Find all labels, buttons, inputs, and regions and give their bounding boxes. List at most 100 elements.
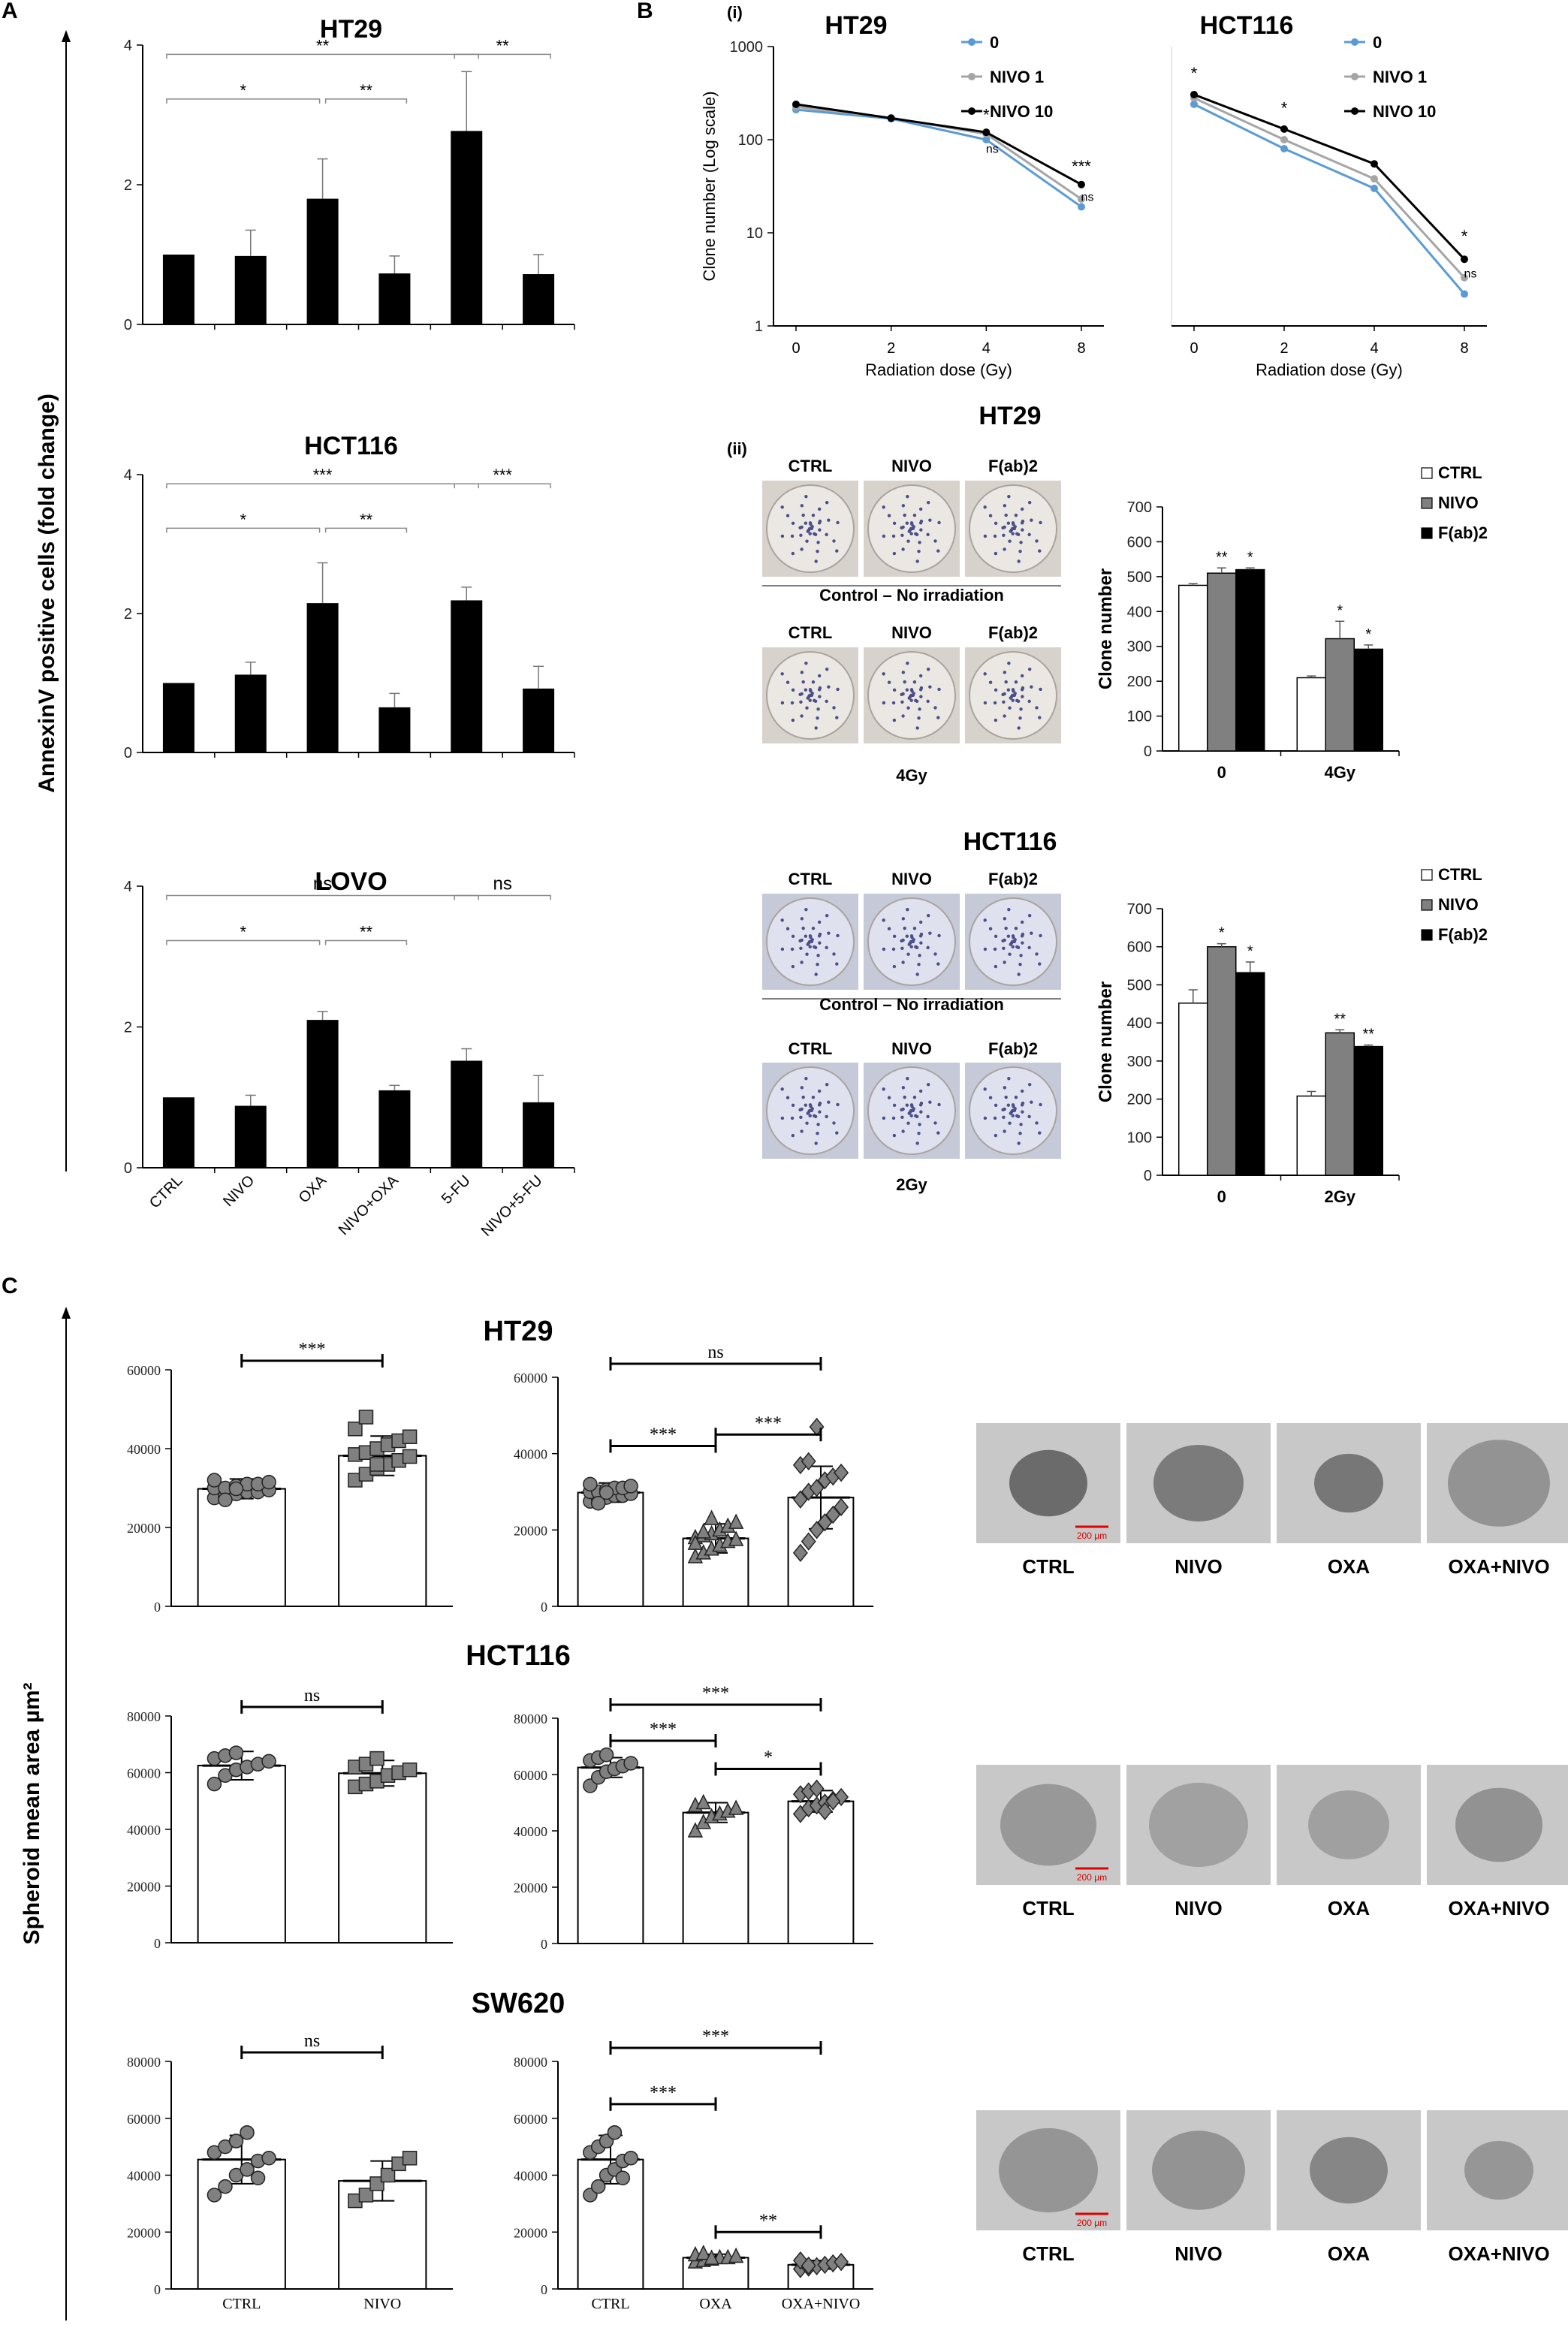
colony-dot (917, 716, 921, 720)
colony-dot (816, 1132, 819, 1135)
spheroid-label: OXA+NIVO (1448, 1555, 1549, 1578)
colony-dot (983, 505, 987, 509)
colony-dot (1001, 1108, 1005, 1112)
colony-dot (1016, 945, 1021, 949)
spheroid-label: OXA (1328, 2242, 1370, 2265)
colony-dot (810, 526, 814, 531)
colony-dot (1039, 933, 1042, 938)
colony-dot (915, 1114, 919, 1118)
colony-dot (1021, 695, 1024, 698)
colony-dot (786, 1096, 790, 1099)
y-tick-label: 80000 (514, 2055, 547, 2070)
chart-C2: 0 20000 40000 60000 *** *** ns (514, 1343, 873, 1615)
bar (1353, 648, 1383, 752)
well-label: NIVO (891, 457, 932, 475)
colony-dot (892, 964, 897, 969)
colony-dot (994, 1133, 998, 1138)
colony-dot (901, 1086, 906, 1090)
spheroid (1152, 2130, 1245, 2210)
colony-dot (993, 701, 997, 705)
colony-dot (1020, 507, 1024, 511)
colony-dot (814, 559, 818, 563)
colony-dot (806, 696, 810, 700)
colony-dot (994, 964, 998, 969)
spheroid-label: CTRL (1022, 2242, 1074, 2265)
colony-dot (1017, 726, 1021, 730)
colony-dot (808, 521, 813, 525)
sig-label: *** (702, 2027, 729, 2046)
colony-dot (818, 932, 822, 936)
colony-dot (901, 960, 905, 964)
colony-dot (805, 539, 809, 543)
colony-dot (993, 534, 997, 538)
sig-label: * (1219, 925, 1225, 942)
sig-label: ** (360, 81, 373, 100)
colony-dot (1006, 934, 1011, 938)
y-tick-label: 400 (1127, 1015, 1152, 1032)
colony-dot (804, 688, 808, 692)
colony-dot (901, 671, 906, 674)
point-circle (623, 1756, 638, 1771)
y-tick-label: 600 (1127, 939, 1152, 956)
point-circle (261, 1474, 276, 1490)
colony-dot (1035, 706, 1039, 710)
point-circle (583, 1476, 598, 1492)
colony-dot (901, 504, 906, 508)
data-point (1280, 136, 1288, 143)
y-tick-label: 300 (1127, 639, 1152, 656)
colony-dot (805, 706, 809, 710)
data-point (1370, 184, 1378, 192)
colony-dot (780, 947, 785, 951)
bar (162, 255, 194, 324)
colony-dot (911, 939, 915, 944)
colony-dot (905, 688, 909, 692)
spheroid (1000, 1784, 1096, 1866)
spheroid (1308, 1790, 1389, 1859)
colony-dot (905, 1103, 909, 1107)
colony-dot (901, 547, 905, 551)
colony-dot (1012, 693, 1017, 698)
colony-dot (905, 934, 909, 938)
bar (197, 1488, 286, 1608)
colony-dot (825, 532, 828, 537)
y-tick-label: 0 (124, 1160, 132, 1177)
spheroid-label: CTRL (1022, 1897, 1074, 1919)
well-label: CTRL (789, 623, 833, 642)
colony-dot (791, 551, 795, 556)
y-tick-label: 200 (1127, 674, 1152, 690)
colony-dot (912, 513, 917, 517)
legend-swatch (1421, 497, 1433, 509)
sig-label: *** (702, 1684, 729, 1703)
spheroid (1464, 2140, 1533, 2200)
y-tick-label: 200 (1127, 1092, 1152, 1108)
bar (1235, 972, 1265, 1176)
x-tick-label: CTRL (591, 2296, 629, 2312)
colony-dot (892, 1133, 897, 1138)
colony-dot (903, 1095, 906, 1099)
colony-dot (926, 1114, 930, 1119)
point-square (369, 1751, 384, 1766)
sig-label: *** (650, 1720, 677, 1739)
colony-dot (988, 680, 993, 684)
colony-dot (926, 500, 930, 505)
colony-dot (806, 942, 810, 946)
point-diamond (809, 1779, 825, 1798)
point-circle (207, 1776, 222, 1792)
bar (306, 198, 339, 324)
colony-dot (915, 699, 919, 703)
x-axis-title: Radiation dose (Gy) (865, 360, 1012, 379)
colony-dot (1012, 939, 1017, 944)
x-tick-label: 0 (1217, 1187, 1226, 1206)
colony-dot (1011, 688, 1015, 692)
point-circle (240, 2124, 255, 2140)
colony-dot (891, 534, 896, 538)
colony-dot (790, 701, 795, 705)
colony-dot (825, 945, 828, 950)
x-tick-label: 0 (792, 340, 800, 357)
colony-dot (891, 1116, 896, 1120)
image-caption: Control – No irradiation (819, 586, 1004, 605)
colony-dot (1001, 526, 1005, 530)
colony-dot (804, 934, 808, 938)
colony-dot (801, 926, 805, 930)
